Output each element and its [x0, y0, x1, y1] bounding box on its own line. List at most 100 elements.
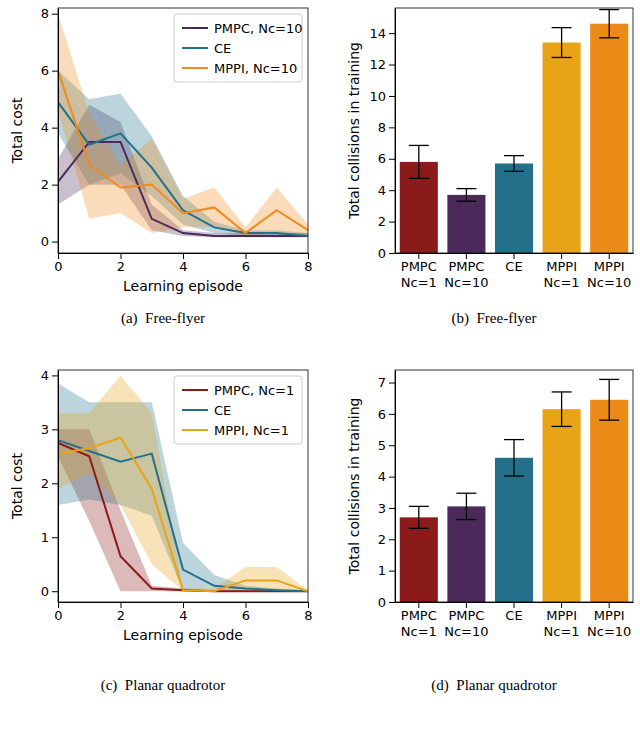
band — [58, 375, 308, 591]
y-tick-mark — [389, 414, 395, 415]
y-axis: 02468101214 — [369, 9, 395, 261]
y-tick: 8 — [378, 120, 395, 135]
y-tick: 1 — [378, 563, 395, 578]
x-tick-label: 0 — [54, 259, 62, 274]
legend-label: CE — [214, 403, 231, 418]
y-axis-line — [58, 9, 59, 254]
error-bar — [599, 379, 619, 420]
y-tick-mark — [389, 159, 395, 160]
panel: 0123402468Learning episodeTotal costPMPC… — [9, 368, 313, 643]
x-tick-label: PMPCNc=10 — [444, 608, 488, 639]
y-tick-label: 6 — [41, 63, 49, 78]
x-tick: 0 — [54, 253, 62, 274]
x-tick-mark — [561, 602, 562, 608]
x-tick-mark — [58, 602, 59, 608]
x-tick-mark — [308, 253, 309, 259]
error-line — [561, 28, 562, 58]
error-bar — [599, 10, 619, 38]
legend-label: MPPI, Nc=1 — [214, 423, 289, 438]
x-tick: MPPINc=1 — [544, 253, 580, 290]
x-tick-label: 4 — [179, 608, 187, 623]
y-tick-mark — [389, 190, 395, 191]
y-axis: 01234 — [41, 368, 59, 602]
x-tick-mark — [183, 253, 184, 259]
error-cap — [504, 475, 524, 476]
plot-area — [58, 14, 308, 238]
y-tick: 6 — [378, 407, 395, 422]
y-tick-label: 6 — [378, 407, 386, 422]
y-tick-label: 0 — [41, 584, 49, 599]
y-tick-mark — [52, 591, 58, 592]
x-tick-mark — [246, 253, 247, 259]
y-tick-label: 7 — [378, 375, 386, 390]
x-axis: 02468 — [54, 253, 312, 274]
x-axis: PMPCNc=1PMPCNc=10CEMPPINc=1MPPINc=10 — [396, 253, 634, 290]
error-line — [513, 440, 514, 476]
error-cap — [552, 426, 572, 427]
plot-area — [58, 375, 308, 591]
x-tick-mark — [246, 602, 247, 608]
x-axis-title: Learning episode — [123, 278, 243, 294]
y-tick: 0 — [41, 234, 58, 249]
x-tick: 2 — [117, 253, 125, 274]
x-tick-label: 6 — [242, 259, 250, 274]
error-cap — [409, 178, 429, 179]
x-tick-label: CE — [505, 259, 522, 274]
error-bar — [504, 440, 524, 476]
panel: 02468101214PMPCNc=1PMPCNc=10CEMPPINc=1MP… — [346, 8, 634, 290]
bar — [447, 195, 485, 253]
bar — [590, 24, 628, 253]
y-tick-label: 12 — [369, 57, 386, 72]
error-cap — [456, 519, 476, 520]
error-cap — [409, 528, 429, 529]
caption: (a) Free-flyer — [121, 310, 205, 327]
y-tick: 6 — [41, 63, 58, 78]
y-axis-line — [395, 9, 396, 254]
y-axis: 01234567 — [378, 371, 396, 610]
legend-label: PMPC, Nc=10 — [214, 21, 303, 36]
y-tick-label: 2 — [378, 532, 386, 547]
x-tick-label: PMPCNc=1 — [401, 608, 437, 639]
y-tick: 0 — [41, 584, 58, 599]
caption: (c) Planar quadrotor — [101, 677, 226, 694]
y-tick: 8 — [41, 6, 58, 21]
error-bar — [552, 392, 572, 426]
y-tick: 4 — [378, 469, 395, 484]
y-tick: 10 — [369, 89, 395, 104]
line — [58, 437, 308, 591]
y-tick: 4 — [378, 183, 395, 198]
error-cap — [456, 493, 476, 494]
y-tick-mark — [52, 429, 58, 430]
error-line — [466, 493, 467, 519]
x-tick-label: PMPCNc=10 — [444, 259, 488, 290]
caption: (d) Planar quadrotor — [431, 677, 556, 694]
legend-swatch — [182, 409, 208, 411]
y-tick-mark — [52, 537, 58, 538]
error-cap — [409, 506, 429, 507]
x-tick-label: 0 — [54, 608, 62, 623]
y-axis-line — [58, 371, 59, 603]
x-tick-mark — [418, 253, 419, 259]
x-tick-mark — [514, 602, 515, 608]
y-tick-mark — [52, 14, 58, 15]
plot-area — [400, 379, 628, 602]
y-tick-label: 0 — [378, 246, 386, 261]
x-tick-mark — [609, 253, 610, 259]
y-tick-label: 1 — [378, 563, 386, 578]
y-tick: 2 — [41, 476, 58, 491]
y-tick-mark — [52, 375, 58, 376]
x-tick: 0 — [54, 602, 62, 623]
x-tick: PMPCNc=10 — [444, 253, 488, 290]
x-tick: 4 — [179, 253, 187, 274]
y-tick-label: 10 — [369, 89, 386, 104]
error-line — [609, 379, 610, 420]
legend-swatch — [182, 27, 208, 29]
y-tick-mark — [389, 539, 395, 540]
bar — [543, 409, 581, 602]
legend-swatch — [182, 67, 208, 69]
y-tick-label: 8 — [378, 120, 386, 135]
error-cap — [552, 391, 572, 392]
x-tick-mark — [183, 602, 184, 608]
error-cap — [504, 155, 524, 156]
error-bar — [456, 493, 476, 519]
